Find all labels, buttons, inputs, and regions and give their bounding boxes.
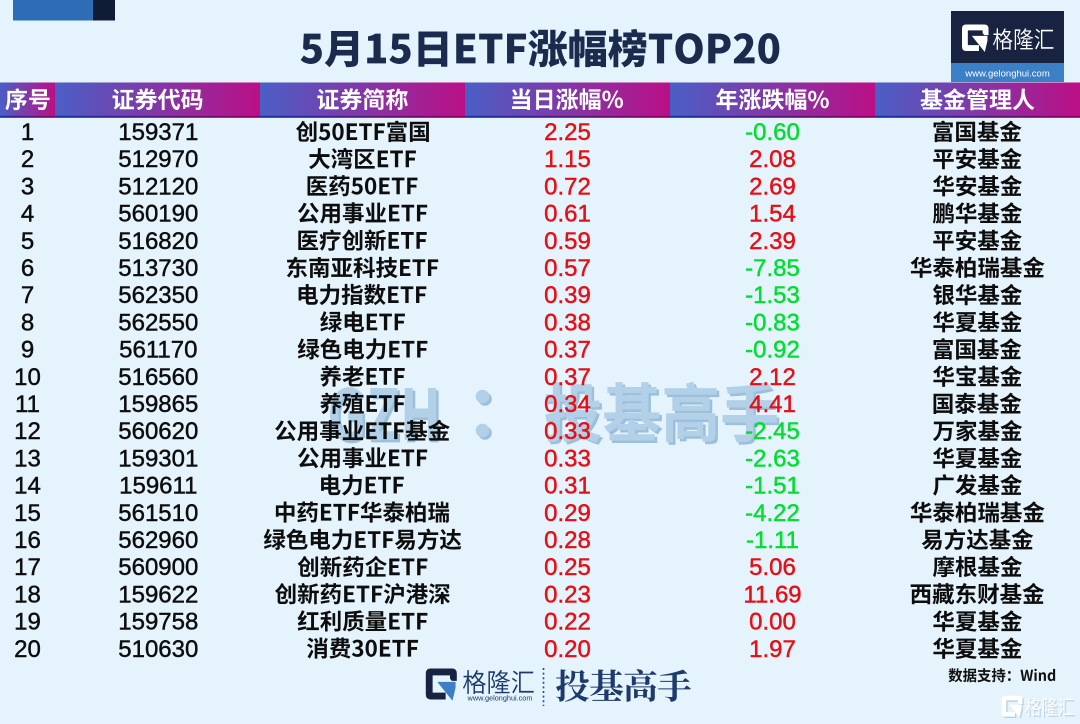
svg-text:1.97: 1.97 — [749, 636, 796, 663]
svg-text:513730: 513730 — [118, 255, 198, 282]
svg-text:14: 14 — [14, 473, 41, 500]
svg-text:2.25: 2.25 — [544, 119, 591, 146]
svg-text:562550: 562550 — [118, 309, 198, 336]
svg-text:159865: 159865 — [118, 391, 198, 418]
svg-text:0.38: 0.38 — [544, 309, 591, 336]
svg-text:20: 20 — [14, 636, 41, 663]
svg-text:0.25: 0.25 — [544, 554, 591, 581]
svg-text:17: 17 — [14, 554, 41, 581]
svg-text:www.gelonghui.com: www.gelonghui.com — [467, 694, 533, 703]
svg-text:9: 9 — [21, 337, 34, 364]
svg-text:560900: 560900 — [118, 554, 198, 581]
svg-text:512970: 512970 — [118, 146, 198, 173]
svg-text:562350: 562350 — [118, 282, 198, 309]
svg-text:0.20: 0.20 — [544, 636, 591, 663]
svg-text:0.59: 0.59 — [544, 228, 591, 255]
svg-text:11.69: 11.69 — [743, 581, 801, 608]
svg-text:4.41: 4.41 — [749, 391, 796, 418]
svg-text:3: 3 — [21, 173, 34, 200]
svg-text:0.33: 0.33 — [544, 445, 591, 472]
svg-text:1.54: 1.54 — [749, 201, 796, 228]
svg-text:www.gelonghui.com: www.gelonghui.com — [964, 69, 1050, 80]
svg-text:-0.60: -0.60 — [745, 119, 800, 146]
svg-text:18: 18 — [14, 581, 41, 608]
svg-text:2.08: 2.08 — [749, 146, 796, 173]
svg-text:4: 4 — [21, 201, 34, 228]
svg-text:-0.92: -0.92 — [745, 337, 800, 364]
svg-text:159371: 159371 — [118, 119, 198, 146]
svg-text:159622: 159622 — [118, 581, 198, 608]
svg-text:1: 1 — [21, 119, 34, 146]
svg-text:516560: 516560 — [118, 364, 198, 391]
svg-text:0.29: 0.29 — [544, 500, 591, 527]
svg-text:2.39: 2.39 — [749, 228, 796, 255]
svg-text:0.23: 0.23 — [544, 581, 591, 608]
svg-text:5.06: 5.06 — [749, 554, 796, 581]
svg-text:7: 7 — [21, 282, 34, 309]
svg-text:0.72: 0.72 — [544, 173, 591, 200]
svg-text:-1.51: -1.51 — [745, 473, 800, 500]
svg-text:0.00: 0.00 — [749, 609, 796, 636]
svg-text:562960: 562960 — [118, 527, 198, 554]
svg-text:159611: 159611 — [119, 473, 197, 500]
svg-text:516820: 516820 — [118, 228, 198, 255]
svg-text:-7.85: -7.85 — [745, 255, 800, 282]
svg-text:-2.45: -2.45 — [745, 418, 800, 445]
svg-text:561170: 561170 — [119, 337, 197, 364]
svg-text:0.37: 0.37 — [544, 364, 591, 391]
svg-text:0.33: 0.33 — [544, 418, 591, 445]
svg-text:2.12: 2.12 — [749, 364, 796, 391]
svg-text:0.39: 0.39 — [544, 282, 591, 309]
svg-text:-2.63: -2.63 — [745, 445, 800, 472]
svg-text:11: 11 — [15, 391, 40, 418]
svg-text:510630: 510630 — [118, 636, 198, 663]
svg-text:0.34: 0.34 — [544, 391, 591, 418]
svg-text:6: 6 — [21, 255, 34, 282]
svg-text:16: 16 — [14, 527, 41, 554]
svg-text:2.69: 2.69 — [749, 173, 796, 200]
svg-text:15: 15 — [14, 500, 41, 527]
svg-text:10: 10 — [14, 364, 41, 391]
svg-text:19: 19 — [14, 609, 41, 636]
svg-text:5: 5 — [21, 228, 34, 255]
svg-text:561510: 561510 — [118, 500, 198, 527]
svg-text:0.31: 0.31 — [544, 473, 591, 500]
svg-text:0.22: 0.22 — [544, 609, 591, 636]
svg-text:560190: 560190 — [118, 201, 198, 228]
svg-text:-4.22: -4.22 — [745, 500, 800, 527]
svg-text:-0.83: -0.83 — [745, 309, 800, 336]
svg-text:0.61: 0.61 — [544, 201, 591, 228]
svg-text:-1.11: -1.11 — [746, 527, 799, 554]
svg-text:2: 2 — [21, 146, 34, 173]
svg-text:159301: 159301 — [118, 445, 198, 472]
svg-text:13: 13 — [14, 445, 41, 472]
svg-text:-1.53: -1.53 — [745, 282, 800, 309]
svg-text:0.28: 0.28 — [544, 527, 591, 554]
svg-text:159758: 159758 — [118, 609, 198, 636]
svg-text:560620: 560620 — [118, 418, 198, 445]
svg-text:512120: 512120 — [118, 173, 198, 200]
svg-text:0.37: 0.37 — [544, 337, 591, 364]
svg-text:8: 8 — [21, 309, 34, 336]
svg-text:1.15: 1.15 — [544, 146, 591, 173]
svg-text:12: 12 — [14, 418, 41, 445]
svg-text:0.57: 0.57 — [544, 255, 591, 282]
